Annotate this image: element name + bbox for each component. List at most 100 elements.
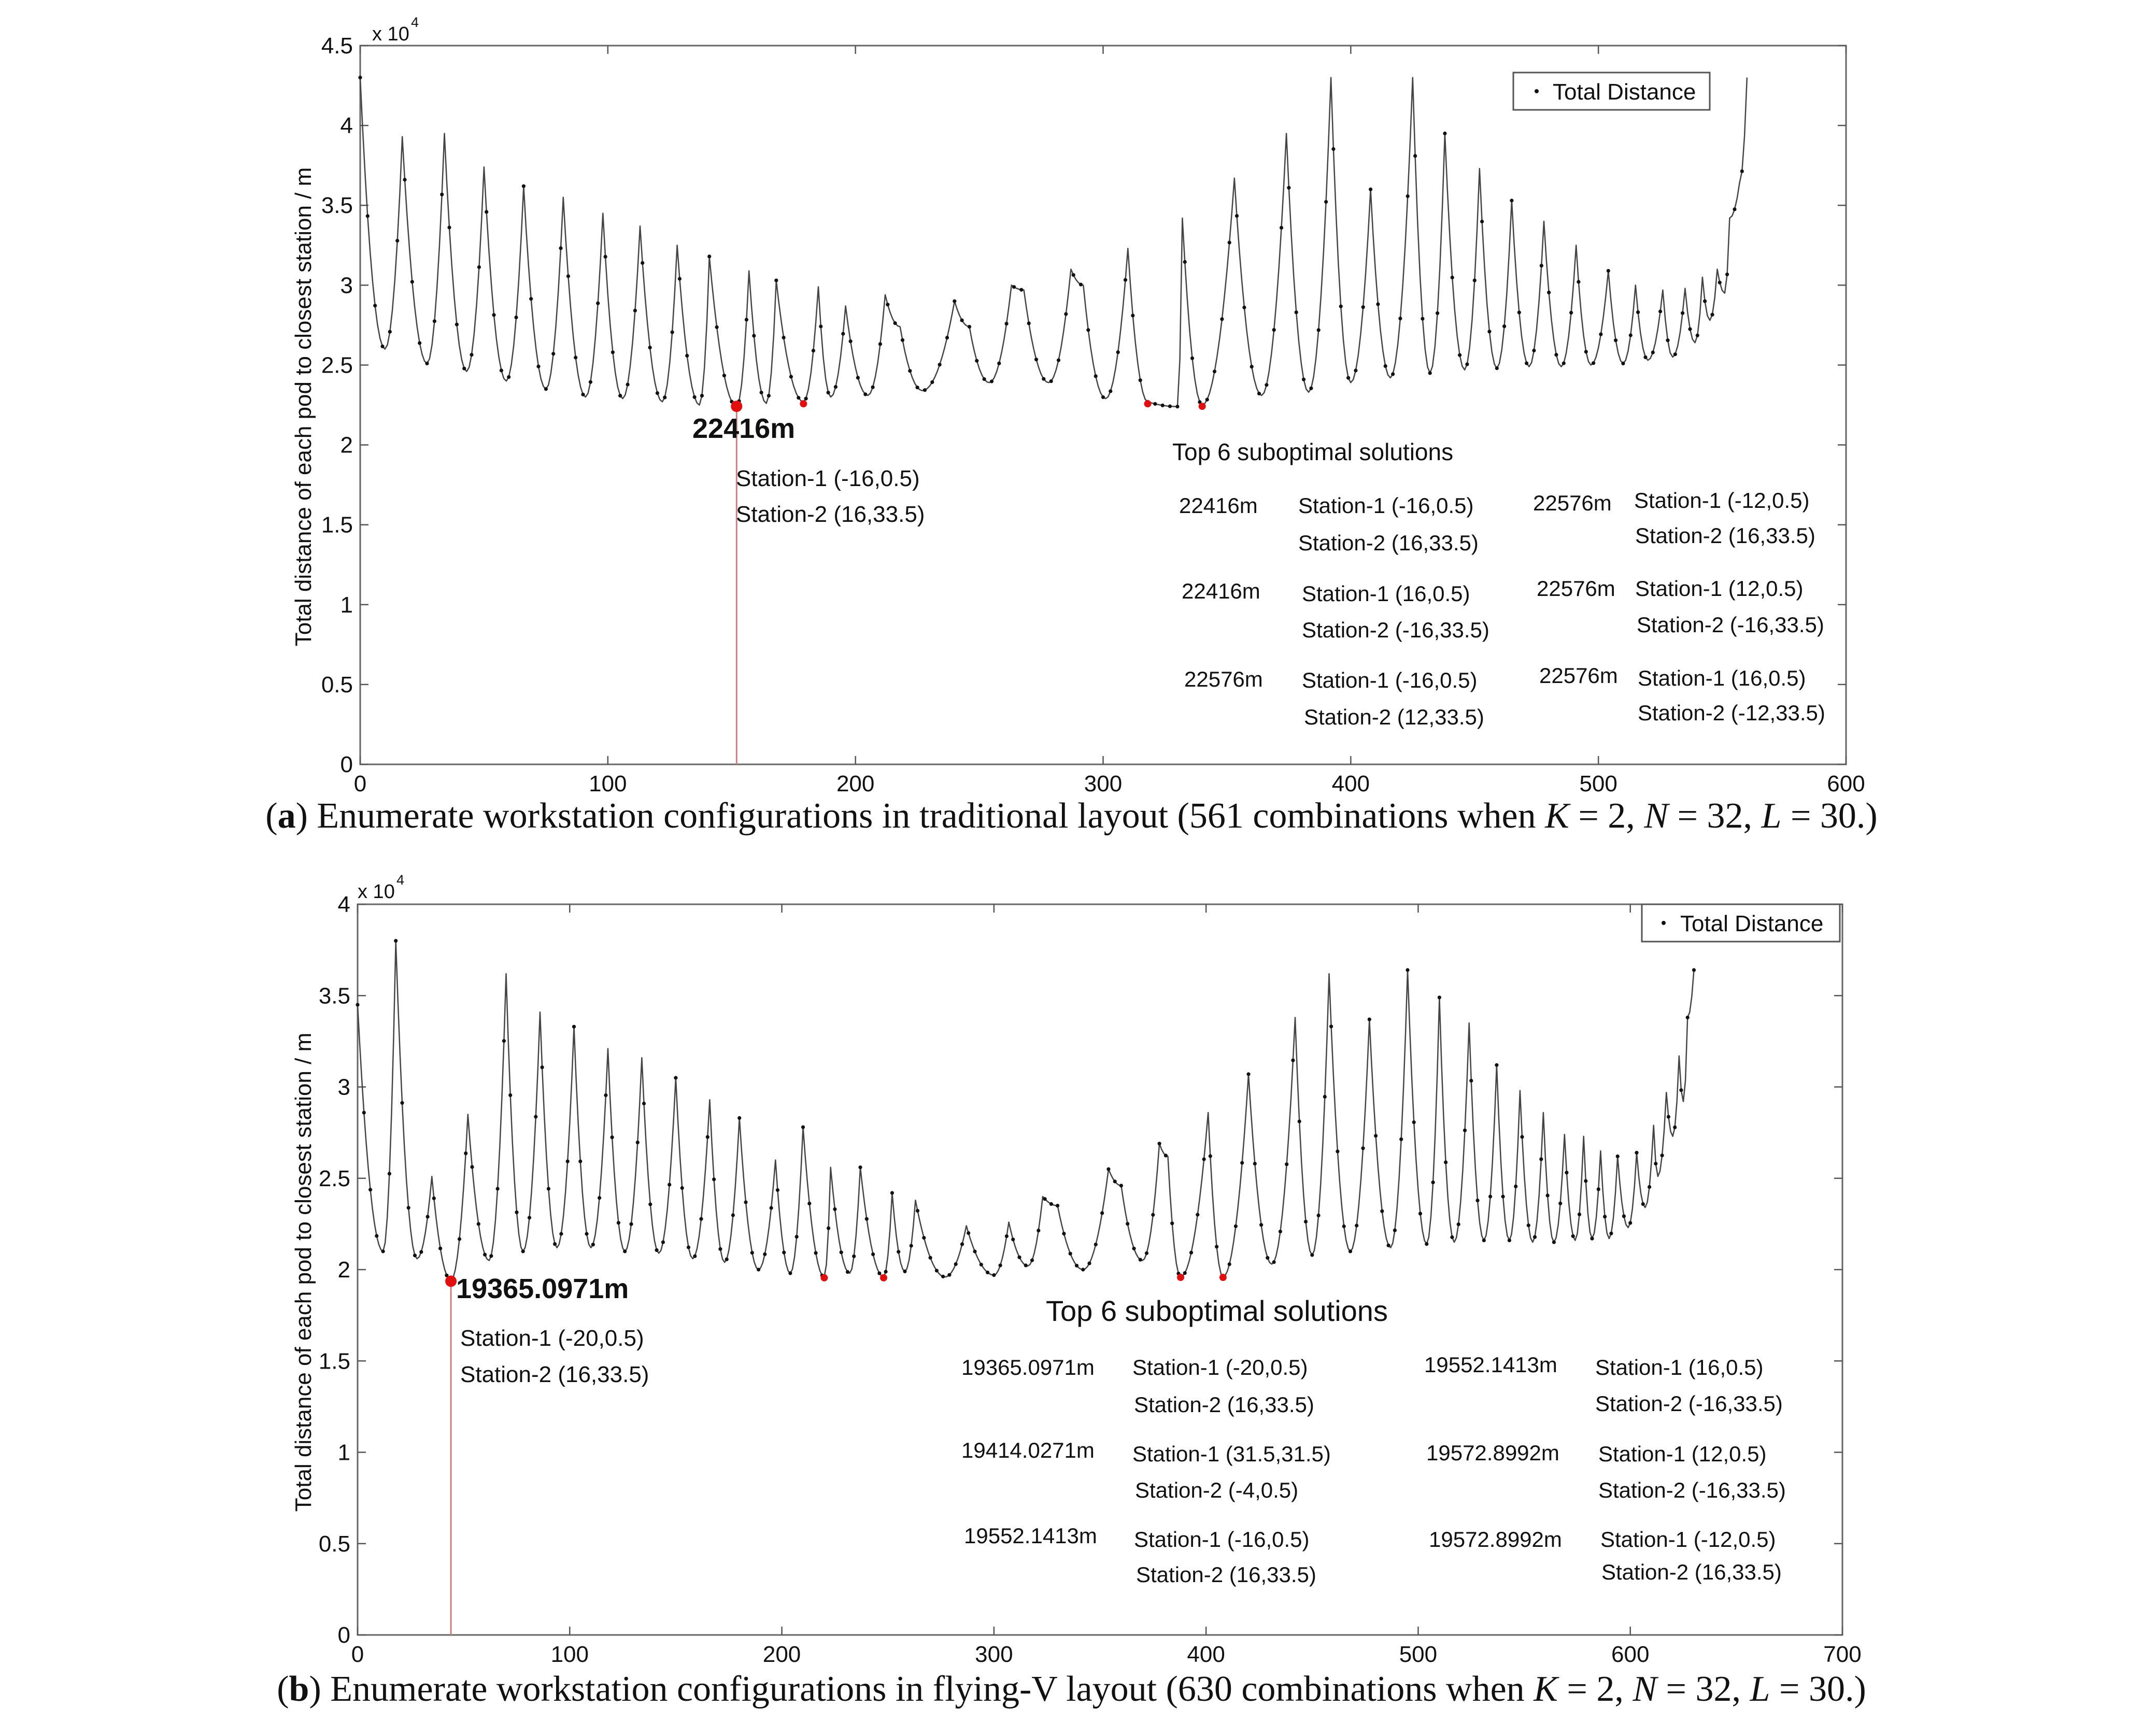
suboptimal-solution-marker: [800, 400, 807, 408]
data-point: [967, 1231, 971, 1235]
caption-l: L: [1750, 1669, 1770, 1709]
x-tick-label: 500: [1399, 1642, 1437, 1667]
data-point: [1552, 1240, 1556, 1244]
data-point: [700, 394, 704, 398]
data-point: [801, 1125, 805, 1129]
data-point: [1733, 207, 1737, 211]
data-point: [737, 1116, 742, 1120]
data-point: [1666, 1115, 1670, 1119]
y-tick-label: 0.5: [321, 672, 353, 698]
data-point: [1291, 1058, 1295, 1062]
data-point: [1233, 1224, 1238, 1228]
data-point: [992, 1273, 996, 1277]
data-point: [553, 1242, 557, 1246]
data-point: [591, 1243, 595, 1247]
data-point: [572, 1024, 576, 1029]
solution-1-station-1: Station-1 (-20,0.5): [1132, 1355, 1308, 1379]
data-point: [661, 1240, 665, 1244]
data-point: [1648, 1185, 1652, 1189]
data-point: [871, 1252, 875, 1256]
data-point: [1034, 358, 1039, 362]
data-point: [1590, 1236, 1594, 1241]
data-point: [1196, 1213, 1200, 1217]
data-point: [782, 1250, 786, 1255]
solution-3-station-1: Station-1 (31.5,31.5): [1132, 1442, 1331, 1466]
data-point: [863, 392, 868, 396]
data-point: [707, 254, 712, 259]
solution-1-station-2: Station-2 (16,33.5): [1134, 1392, 1314, 1417]
y-tick-label: 2: [338, 1257, 350, 1283]
data-point: [750, 1250, 754, 1255]
data-point: [1301, 377, 1306, 381]
y-tick-label: 0.5: [319, 1531, 350, 1557]
data-point: [1679, 1088, 1683, 1092]
data-point: [1606, 269, 1610, 273]
data-point: [833, 1207, 837, 1211]
highlight-points: [731, 400, 1206, 764]
caption-tag: b: [289, 1669, 309, 1709]
data-point: [388, 330, 392, 334]
data-point: [1383, 364, 1387, 368]
data-point: [1109, 389, 1113, 393]
solution-4-station-1: Station-1 (12,0.5): [1635, 576, 1804, 601]
solutions-title: Top 6 suboptimal solutions: [1172, 438, 1453, 465]
data-point: [852, 1254, 856, 1258]
data-point: [566, 274, 570, 278]
data-point: [447, 225, 451, 230]
data-point: [470, 353, 474, 357]
data-point: [1198, 400, 1202, 404]
data-point: [1175, 405, 1180, 409]
data-point: [485, 210, 489, 214]
data-point: [1695, 333, 1699, 337]
caption-tag: a: [277, 796, 296, 836]
x-tick-label: 200: [836, 771, 874, 796]
data-point: [1673, 1125, 1677, 1129]
data-point: [722, 374, 726, 378]
suboptimal-solution-marker: [820, 1274, 828, 1282]
x-tick-label: 100: [551, 1642, 589, 1667]
data-point: [648, 1202, 652, 1206]
data-point: [1450, 1235, 1454, 1240]
data-point: [1710, 312, 1714, 317]
data-point: [457, 1237, 462, 1241]
data-point: [670, 330, 674, 334]
y-tick-label: 1: [338, 1440, 350, 1465]
data-point: [1725, 272, 1729, 277]
data-point: [1703, 299, 1707, 303]
data-point: [1539, 264, 1543, 268]
data-point: [1078, 282, 1083, 287]
data-point: [1101, 395, 1105, 400]
data-point: [1406, 194, 1410, 198]
data-point: [945, 336, 949, 340]
data-point: [938, 363, 942, 367]
y-scale-label: x 10: [372, 23, 409, 45]
data-point: [1436, 311, 1440, 315]
data-point: [610, 1135, 614, 1140]
x-tick-label: 0: [351, 1642, 364, 1667]
data-point: [400, 1101, 404, 1105]
data-point: [973, 1249, 977, 1254]
solution-4-station-2: Station-2 (-16,33.5): [1637, 613, 1824, 637]
data-point: [871, 385, 875, 389]
data-point: [1062, 1232, 1066, 1236]
data-point: [1064, 312, 1068, 316]
caption-a: (a) Enumerate workstation configurations…: [265, 796, 1878, 836]
data-point: [1068, 1251, 1072, 1256]
data-point: [774, 278, 778, 282]
data-point: [858, 1165, 862, 1170]
data-point: [1202, 1157, 1206, 1161]
data-point: [839, 1250, 843, 1255]
data-point: [699, 1217, 703, 1221]
data-point: [655, 391, 659, 395]
data-point: [1562, 361, 1566, 365]
data-point: [1086, 328, 1090, 332]
caption-k-value: = 2,: [1567, 1669, 1624, 1709]
data-point: [1558, 1201, 1563, 1205]
data-point: [406, 1206, 410, 1210]
data-point: [715, 325, 719, 329]
data-point: [578, 1159, 583, 1163]
data-point: [712, 1177, 716, 1182]
data-point: [1294, 310, 1298, 315]
data-point: [455, 322, 459, 326]
x-tick-label: 400: [1332, 771, 1370, 796]
